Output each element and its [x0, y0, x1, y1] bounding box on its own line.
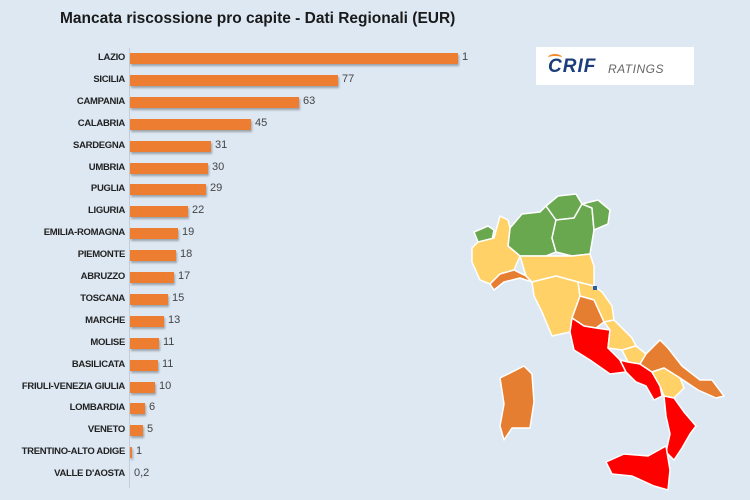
value-label: 15 [172, 291, 185, 304]
value-label: 6 [149, 401, 156, 414]
region-valle-daosta [473, 225, 495, 243]
category-label: MOLISE [90, 336, 125, 348]
value-label: 29 [210, 182, 223, 195]
value-label: 1 [462, 51, 469, 63]
bar [130, 293, 168, 305]
category-label: VENETO [87, 424, 125, 436]
category-label: TOSCANA [80, 292, 125, 304]
value-label: 5 [147, 423, 154, 436]
value-label: 30 [212, 160, 225, 173]
bar-row: VALLE D'AOSTA 0,2 [0, 464, 480, 486]
region-sicilia [605, 445, 671, 491]
region-abruzzo [603, 319, 637, 351]
bar-row: MARCHE 13 [0, 311, 480, 333]
bar [130, 272, 174, 283]
bar-row: ABRUZZO 17 [0, 267, 480, 289]
bar-row: LAZIO 1 [0, 48, 480, 70]
value-label: 63 [303, 94, 316, 107]
region-lombardia [507, 205, 557, 257]
category-label: ABRUZZO [80, 271, 126, 282]
category-label: LOMBARDIA [69, 402, 126, 414]
value-label: 31 [215, 138, 228, 151]
region-veneto [551, 203, 595, 257]
bar [130, 140, 211, 152]
value-label: 0,2 [134, 467, 150, 480]
bar [130, 118, 251, 130]
bar-row: VENETO 5 [0, 420, 480, 442]
value-label: 17 [178, 270, 191, 282]
category-label: UMBRIA [88, 161, 126, 173]
region-basilicata [651, 367, 685, 399]
bar [130, 184, 206, 196]
bar [130, 228, 178, 240]
value-label: 13 [168, 313, 181, 326]
crif-ratings-logo: CRIF RATINGS [536, 47, 694, 85]
value-label: 45 [255, 116, 268, 129]
bar-row: UMBRIA 30 [0, 158, 480, 180]
chart-title: Mancata riscossione pro capite - Dati Re… [60, 10, 456, 27]
value-label: 77 [342, 72, 355, 85]
region-calabria [663, 395, 697, 461]
bar-row: FRIULI-VENEZIA GIULIA 10 [0, 377, 480, 399]
value-label: 18 [180, 248, 193, 261]
bar-row: LIGURIA 22 [0, 201, 480, 223]
category-label: EMILIA-ROMAGNA [43, 227, 126, 239]
bar [130, 53, 458, 64]
value-label: 11 [163, 335, 175, 348]
bar-row: EMILIA-ROMAGNA 19 [0, 223, 480, 245]
region-friuli [581, 199, 611, 231]
category-label: TRENTINO-ALTO ADIGE [21, 446, 126, 458]
category-label: LAZIO [98, 52, 125, 63]
bar-row: SICILIA 77 [0, 70, 480, 92]
category-label: SICILIA [93, 73, 125, 85]
value-label: 11 [162, 357, 174, 370]
bar-row: LOMBARDIA 6 [0, 398, 480, 420]
category-label: PIEMONTE [77, 249, 126, 261]
region-lazio [569, 317, 627, 375]
bar [130, 162, 208, 174]
logo-brand: CRIF [548, 56, 597, 77]
bar-row: CALABRIA 45 [0, 114, 480, 136]
san-marino-marker [593, 286, 597, 290]
italy-map [471, 193, 725, 491]
value-label: 19 [182, 226, 195, 239]
logo-swoosh-icon [548, 54, 562, 61]
bar-row: TOSCANA 15 [0, 289, 480, 311]
bar [130, 96, 299, 108]
bar [130, 74, 338, 86]
bar [130, 403, 145, 415]
category-label: CALABRIA [77, 117, 126, 129]
bar [130, 425, 143, 437]
bar [130, 447, 132, 459]
region-piemonte [471, 215, 521, 285]
logo-subtitle: RATINGS [608, 62, 664, 76]
category-label: BASILICATA [71, 358, 125, 370]
category-label: SARDEGNA [73, 139, 125, 151]
value-label: 1 [136, 445, 143, 458]
bar-row: TRENTINO-ALTO ADIGE 1 [0, 442, 480, 464]
bar-row: MOLISE 11 [0, 333, 480, 355]
value-label: 22 [192, 204, 205, 217]
bar-row: PIEMONTE 18 [0, 245, 480, 267]
bar [130, 250, 176, 262]
bar-row: SARDEGNA 31 [0, 136, 480, 158]
category-label: MARCHE [85, 314, 125, 326]
bar [130, 359, 158, 371]
bar [130, 381, 155, 393]
bar [130, 337, 159, 349]
value-label: 10 [159, 379, 172, 392]
bar-row: PUGLIA 29 [0, 179, 480, 201]
category-label: VALLE D'AOSTA [54, 468, 125, 480]
category-label: LIGURIA [88, 205, 125, 217]
bar-row: BASILICATA 11 [0, 355, 480, 377]
category-axis [129, 48, 130, 488]
category-label: FRIULI-VENEZIA GIULIA [21, 380, 125, 392]
region-sardegna [499, 365, 535, 441]
bar-row: CAMPANIA 63 [0, 92, 480, 114]
region-campania [619, 359, 663, 401]
bar [130, 315, 164, 327]
bar [130, 206, 188, 218]
category-label: CAMPANIA [76, 95, 125, 107]
category-label: PUGLIA [90, 183, 125, 195]
